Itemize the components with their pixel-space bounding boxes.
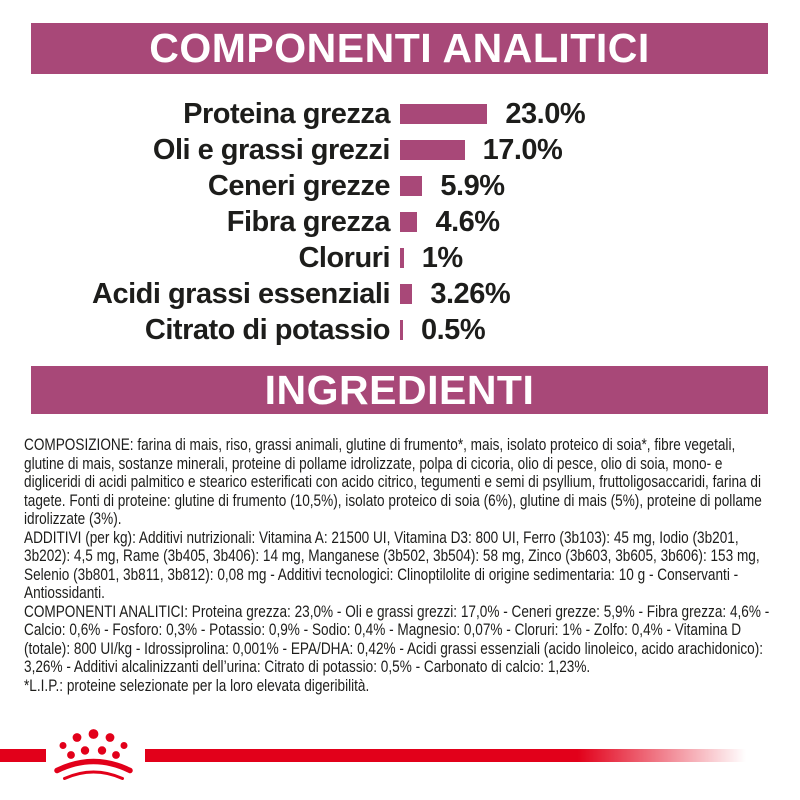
analytical-components-paragraph: COMPONENTI ANALITICI: Proteina grezza: 2…	[24, 601, 770, 676]
chart-row: Citrato di potassio 0.5%	[0, 312, 800, 348]
chart-bar	[400, 212, 418, 232]
chart-category-label: Citrato di potassio	[144, 313, 391, 346]
additives-paragraph: ADDITIVI (per kg): Additivi nutrizionali…	[24, 527, 760, 602]
chart-bar	[400, 140, 465, 160]
chart-category-label: Acidi grassi essenziali	[92, 277, 390, 310]
chart-value-label: 0.5%	[421, 313, 486, 346]
analytical-components-chart: Proteina grezza 23.0% Oli e grassi grezzi 1…	[0, 96, 800, 348]
composition-paragraph: COMPOSIZIONE: farina di mais, riso, gras…	[24, 435, 762, 528]
chart-value-label: 5.9%	[440, 169, 505, 202]
footer-divider-line-left	[0, 749, 46, 762]
chart-value-label: 3.26%	[430, 277, 511, 310]
chart-category-label: Proteina grezza	[183, 97, 390, 130]
chart-bar	[400, 248, 404, 268]
chart-row: Oli e grassi grezzi 17.0%	[0, 132, 800, 168]
chart-value-label: 17.0%	[482, 133, 563, 166]
chart-bar	[400, 104, 488, 124]
chart-row: Cloruri 1%	[0, 240, 800, 276]
chart-category-label: Fibra grezza	[226, 205, 391, 238]
chart-bar	[400, 284, 413, 304]
chart-category-label: Ceneri grezze	[207, 169, 391, 202]
analytical-components-header: COMPONENTI ANALITICI	[31, 23, 768, 74]
chart-bar	[400, 176, 423, 196]
chart-row: Proteina grezza 23.0%	[0, 96, 800, 132]
chart-row: Ceneri grezze 5.9%	[0, 168, 800, 204]
chart-value-label: 1%	[421, 241, 463, 274]
ingredients-header: INGREDIENTI	[31, 366, 768, 414]
ingredients-title: INGREDIENTI	[264, 366, 535, 413]
analytical-components-title: COMPONENTI ANALITICI	[149, 25, 650, 71]
lip-footnote: *L.I.P.: proteine selezionate per la lor…	[24, 675, 370, 695]
chart-bar	[400, 320, 403, 340]
chart-value-label: 4.6%	[435, 205, 500, 238]
chart-row: Acidi grassi essenziali 3.26%	[0, 276, 800, 312]
chart-row: Fibra grezza 4.6%	[0, 204, 800, 240]
chart-category-label: Cloruri	[298, 241, 390, 274]
footer-divider-line-right	[145, 749, 746, 762]
chart-value-label: 23.0%	[505, 97, 586, 130]
chart-category-label: Oli e grassi grezzi	[152, 133, 391, 166]
royal-canin-crown-icon	[54, 729, 133, 780]
ingredients-text-block: COMPOSIZIONE: farina di mais, riso, gras…	[24, 435, 776, 695]
